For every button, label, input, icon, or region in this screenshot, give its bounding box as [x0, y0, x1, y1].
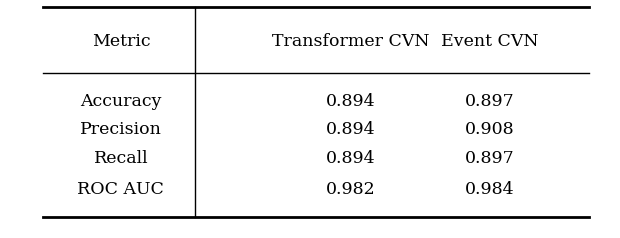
Text: 0.897: 0.897: [465, 93, 515, 110]
Text: Event CVN: Event CVN: [441, 33, 539, 50]
Text: 0.984: 0.984: [465, 181, 515, 198]
Text: 0.894: 0.894: [326, 121, 375, 138]
Text: ROC AUC: ROC AUC: [78, 181, 164, 198]
Text: 0.908: 0.908: [465, 121, 515, 138]
Text: 0.894: 0.894: [326, 150, 375, 167]
Text: Transformer CVN: Transformer CVN: [272, 33, 429, 50]
Text: 0.894: 0.894: [326, 93, 375, 110]
Text: Accuracy: Accuracy: [80, 93, 162, 110]
Text: 0.982: 0.982: [326, 181, 375, 198]
Text: 0.897: 0.897: [465, 150, 515, 167]
Text: Recall: Recall: [94, 150, 148, 167]
Text: Metric: Metric: [92, 33, 150, 50]
Text: Precision: Precision: [80, 121, 162, 138]
